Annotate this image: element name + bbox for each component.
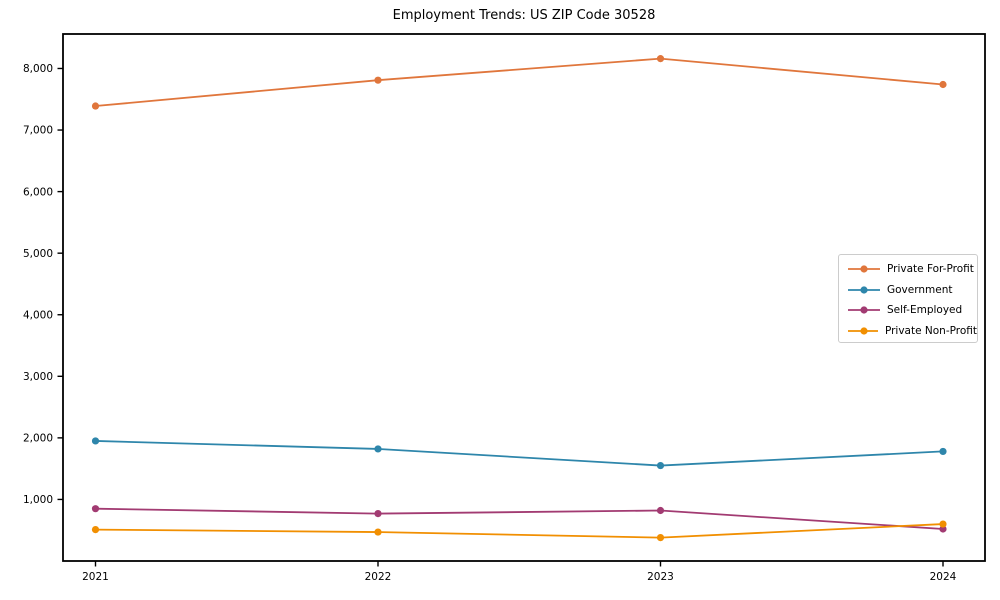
x-tick-label: 2022 <box>365 571 392 583</box>
data-point <box>939 525 947 533</box>
legend-marker-icon <box>848 306 880 314</box>
data-point <box>374 76 382 84</box>
legend-marker-icon <box>848 327 878 335</box>
series-line-private-non-profit <box>94 523 944 539</box>
data-point <box>939 520 947 528</box>
legend-label: Private Non-Profit <box>884 324 977 337</box>
data-point <box>374 445 382 453</box>
legend-item-private-for-profit: Private For-Profit <box>848 259 977 280</box>
y-tick-label: 8,000 <box>23 63 53 75</box>
x-tick-label: 2021 <box>82 571 109 583</box>
y-tick-label: 2,000 <box>23 433 53 445</box>
legend-item-government: Government <box>848 280 977 301</box>
data-point <box>939 447 947 456</box>
y-tick-label: 6,000 <box>23 186 53 198</box>
data-point <box>91 526 100 534</box>
data-point <box>656 461 665 470</box>
axes-frame <box>62 33 986 562</box>
data-point <box>656 534 665 542</box>
x-tick-label: 2024 <box>930 571 957 583</box>
chart-title: Employment Trends: US ZIP Code 30528 <box>392 8 656 23</box>
y-tick-label: 3,000 <box>23 371 53 383</box>
legend: Private For-Profit Government Self-Employe… <box>838 254 978 343</box>
data-point <box>374 509 382 518</box>
x-tick-label: 2023 <box>647 571 674 583</box>
data-point <box>91 102 100 110</box>
legend-label: Self-Employed <box>887 304 963 317</box>
data-point <box>91 437 100 445</box>
series-line-self-employed <box>94 507 944 530</box>
series-line-private-for-profit <box>94 57 944 107</box>
y-tick-label: 7,000 <box>23 125 53 137</box>
legend-item-self-employed: Self-Employed <box>848 300 977 321</box>
legend-marker-icon <box>848 265 880 273</box>
data-point <box>656 55 665 63</box>
y-tick-label: 1,000 <box>23 494 53 506</box>
y-tick-label: 5,000 <box>23 248 53 260</box>
data-point <box>656 506 665 515</box>
legend-label: Private For-Profit <box>887 263 974 276</box>
legend-label: Government <box>887 283 953 296</box>
data-point <box>91 505 100 513</box>
legend-item-private-non-profit: Private Non-Profit <box>848 321 977 342</box>
data-point <box>374 528 382 536</box>
y-tick-label: 4,000 <box>23 309 53 321</box>
series-line-government <box>94 440 944 467</box>
data-point <box>939 80 947 89</box>
legend-marker-icon <box>848 286 880 294</box>
